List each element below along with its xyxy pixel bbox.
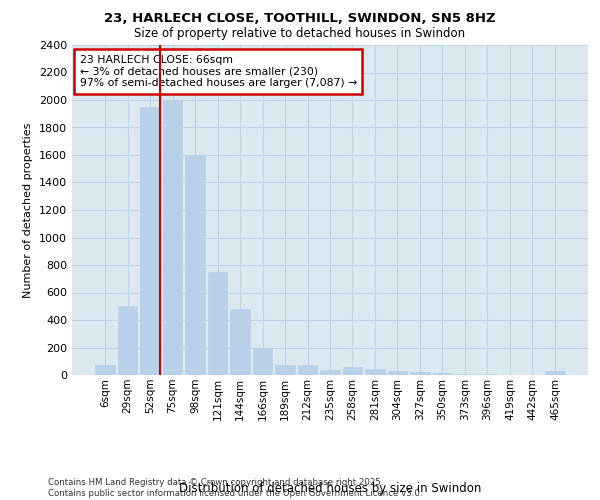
Bar [163, 100, 182, 375]
Bar [253, 348, 272, 375]
Bar [320, 370, 340, 375]
Bar [230, 309, 250, 375]
Bar [545, 371, 565, 375]
Text: 23 HARLECH CLOSE: 66sqm
← 3% of detached houses are smaller (230)
97% of semi-de: 23 HARLECH CLOSE: 66sqm ← 3% of detached… [80, 55, 357, 88]
Y-axis label: Number of detached properties: Number of detached properties [23, 122, 34, 298]
Bar [478, 374, 497, 375]
Bar [185, 155, 205, 375]
Bar [118, 306, 137, 375]
Bar [208, 272, 227, 375]
Bar [343, 368, 362, 375]
Bar [275, 366, 295, 375]
Bar [365, 369, 385, 375]
Bar [388, 371, 407, 375]
Text: Contains HM Land Registry data © Crown copyright and database right 2025.
Contai: Contains HM Land Registry data © Crown c… [48, 478, 422, 498]
Bar [455, 374, 475, 375]
Bar [140, 107, 160, 375]
Text: Size of property relative to detached houses in Swindon: Size of property relative to detached ho… [134, 28, 466, 40]
Bar [433, 373, 452, 375]
Bar [95, 366, 115, 375]
Text: Distribution of detached houses by size in Swindon: Distribution of detached houses by size … [179, 482, 481, 495]
Text: 23, HARLECH CLOSE, TOOTHILL, SWINDON, SN5 8HZ: 23, HARLECH CLOSE, TOOTHILL, SWINDON, SN… [104, 12, 496, 26]
Bar [298, 364, 317, 375]
Bar [410, 372, 430, 375]
